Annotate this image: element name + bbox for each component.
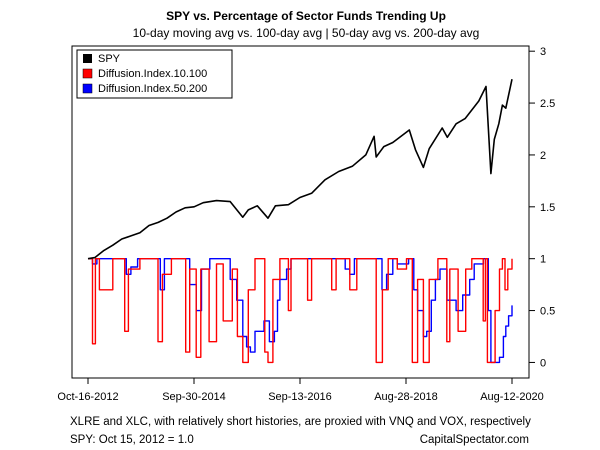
legend-swatch-diffusion-50-200 bbox=[82, 83, 93, 94]
y-axis: 0 0.5 1 1.5 2 2.5 3 bbox=[529, 46, 555, 369]
legend-label-diffusion-50-200: Diffusion.Index.50.200 bbox=[98, 83, 207, 95]
y-tick-label: 1.5 bbox=[540, 202, 555, 214]
y-tick-label: 0.5 bbox=[540, 306, 555, 318]
chart-title: SPY vs. Percentage of Sector Funds Trend… bbox=[166, 9, 446, 23]
series-line-spy bbox=[87, 79, 513, 260]
series-layer bbox=[87, 79, 513, 364]
legend-swatch-spy bbox=[83, 54, 92, 63]
x-tick-label: Aug-28-2018 bbox=[374, 391, 438, 403]
x-tick-label: Oct-16-2012 bbox=[57, 391, 118, 403]
x-tick-label: Sep-13-2016 bbox=[268, 391, 332, 403]
footnote-proxies: XLRE and XLC, with relatively short hist… bbox=[70, 416, 531, 428]
x-tick-label: Sep-30-2014 bbox=[162, 391, 226, 403]
chart-subtitle: 10-day moving avg vs. 100-day avg | 50-d… bbox=[133, 26, 480, 40]
y-tick-label: 2 bbox=[540, 150, 546, 162]
series-line-diffusion-index-50-200 bbox=[88, 258, 513, 364]
legend-label-diffusion-10-100: Diffusion.Index.10.100 bbox=[98, 68, 207, 80]
legend-box bbox=[76, 49, 233, 99]
footnote-spy-base: SPY: Oct 15, 2012 = 1.0 bbox=[70, 434, 194, 446]
legend-swatch-diffusion-10-100 bbox=[82, 68, 93, 79]
x-axis: Oct-16-2012 Sep-30-2014 Sep-13-2016 Aug-28-… bbox=[57, 378, 544, 403]
y-tick-label: 1 bbox=[540, 254, 546, 266]
y-tick-label: 3 bbox=[540, 46, 546, 58]
source-credit: CapitalSpectator.com bbox=[420, 434, 529, 446]
x-tick-label: Aug-12-2020 bbox=[480, 391, 544, 403]
legend-label-spy: SPY bbox=[98, 53, 121, 65]
y-tick-label: 0 bbox=[540, 357, 546, 369]
series-line-diffusion-index-10-100 bbox=[88, 258, 513, 364]
legend: SPY Diffusion.Index.10.100 Diffusion.Ind… bbox=[76, 49, 233, 99]
y-tick-label: 2.5 bbox=[540, 98, 555, 110]
